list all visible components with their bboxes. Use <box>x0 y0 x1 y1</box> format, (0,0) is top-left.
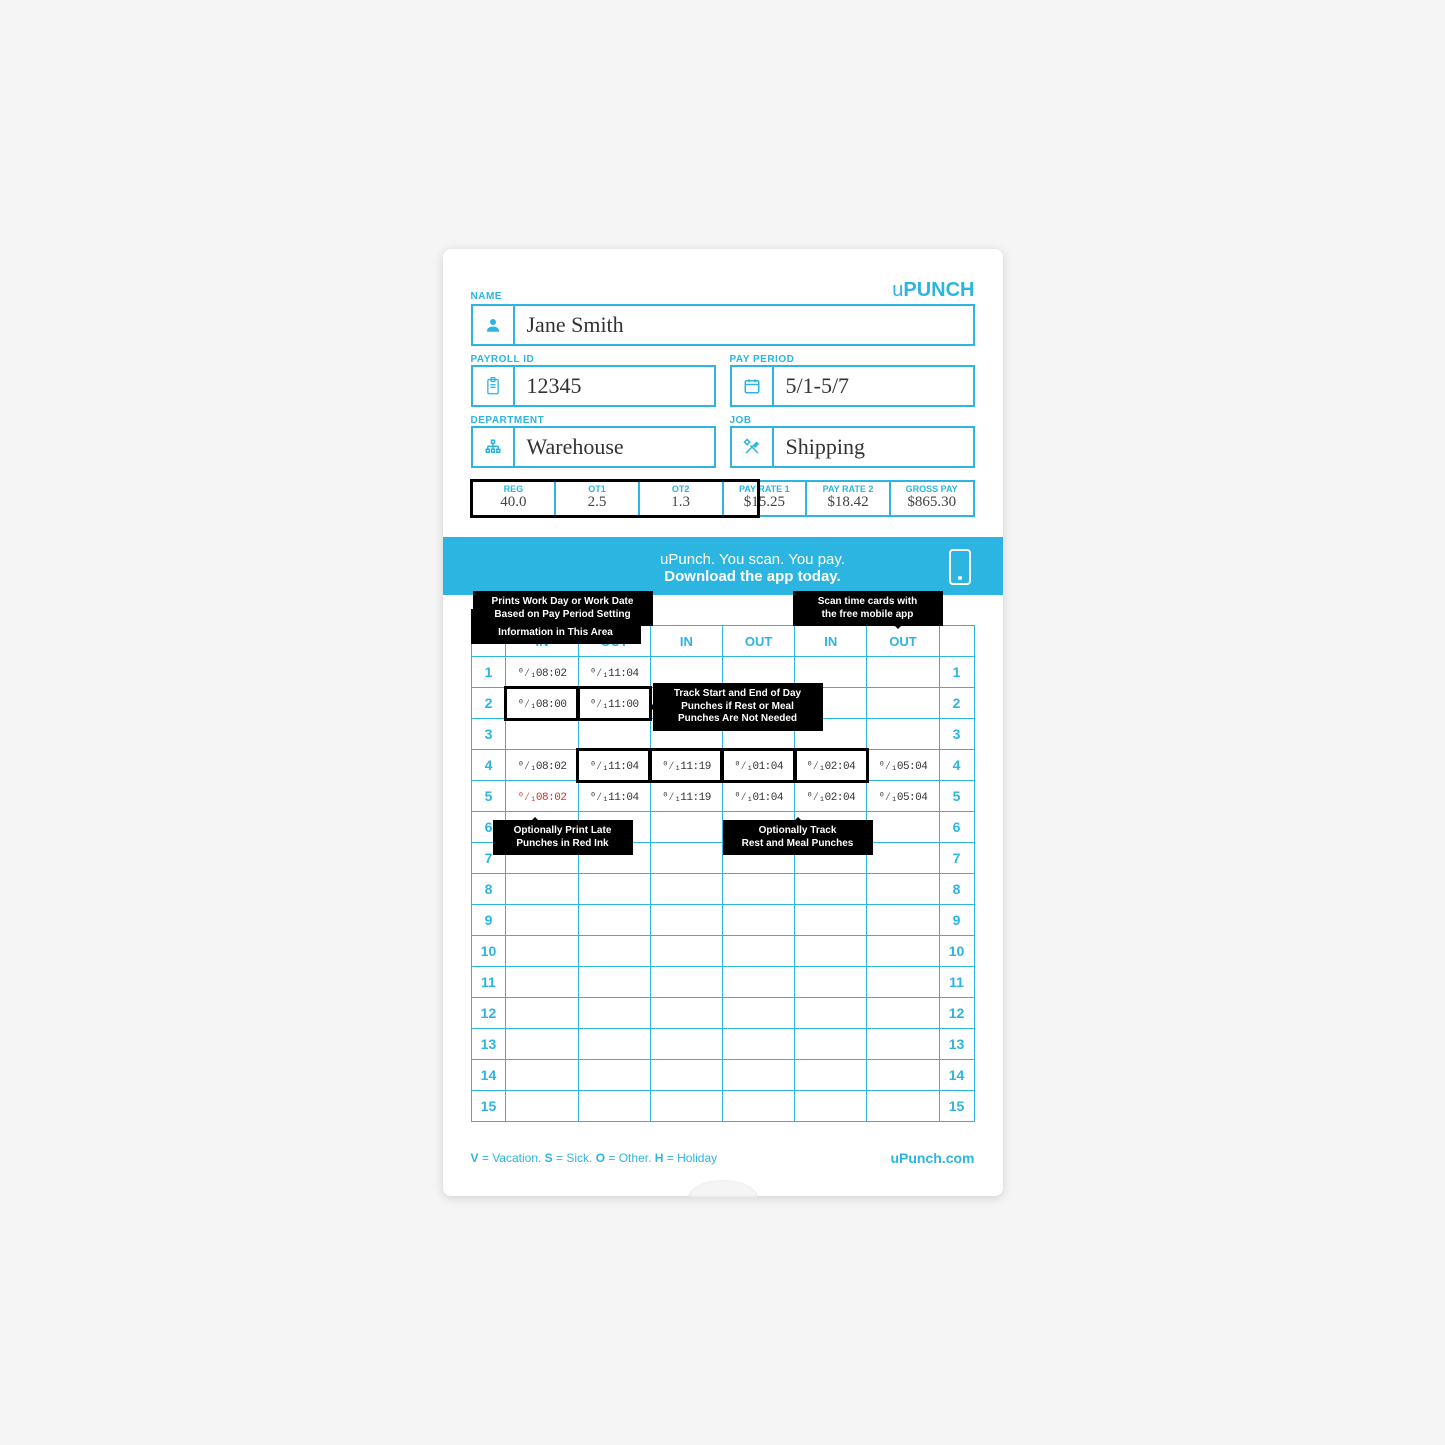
pay-period-value: 5/1-5/7 <box>774 373 973 399</box>
payroll-id-field: 12345 <box>471 365 716 407</box>
id-icon <box>473 367 515 405</box>
callout-rest-meal: Optionally TrackRest and Meal Punches <box>723 820 873 855</box>
job-field: Shipping <box>730 426 975 468</box>
time-card: NAME uPUNCH Jane Smith PAYROLL ID 12345 … <box>443 249 1003 1196</box>
pay-period-field: 5/1-5/7 <box>730 365 975 407</box>
calendar-icon <box>732 367 774 405</box>
banner-line1: uPunch. You scan. You pay. <box>660 551 845 568</box>
payroll-id-label: PAYROLL ID <box>471 354 716 365</box>
legend: V = Vacation. S = Sick. O = Other. H = H… <box>471 1151 718 1165</box>
tools-icon <box>732 428 774 466</box>
department-field: Warehouse <box>471 426 716 468</box>
callout-scan: Scan time cards withthe free mobile app <box>793 591 943 626</box>
app-banner: uPunch. You scan. You pay. Download the … <box>443 537 1003 595</box>
callout-late-red: Optionally Print LatePunches in Red Ink <box>493 820 633 855</box>
banner-line2: Download the app today. <box>664 568 840 585</box>
job-value: Shipping <box>774 434 973 460</box>
department-value: Warehouse <box>515 434 714 460</box>
card-footer: V = Vacation. S = Sick. O = Other. H = H… <box>471 1126 975 1178</box>
name-field: Jane Smith <box>471 304 975 346</box>
phone-icon <box>949 549 971 585</box>
name-label: NAME <box>471 291 502 302</box>
callout-track-day: Track Start and End of DayPunches if Res… <box>653 683 823 731</box>
card-notch <box>443 1178 1003 1196</box>
pay-summary-row: REG40.0OT12.5OT21.3PAY RATE 1$15.25PAY R… <box>471 480 975 517</box>
callout-workday: Prints Work Day or Work DateBased on Pay… <box>473 591 653 626</box>
pay-period-label: PAY PERIOD <box>730 354 975 365</box>
job-label: JOB <box>730 415 975 426</box>
department-label: DEPARTMENT <box>471 415 716 426</box>
person-icon <box>473 306 515 344</box>
brand-logo: uPUNCH <box>892 279 974 302</box>
website: uPunch.com <box>890 1150 974 1166</box>
payroll-id-value: 12345 <box>515 373 714 399</box>
name-value: Jane Smith <box>515 312 973 338</box>
org-icon <box>473 428 515 466</box>
